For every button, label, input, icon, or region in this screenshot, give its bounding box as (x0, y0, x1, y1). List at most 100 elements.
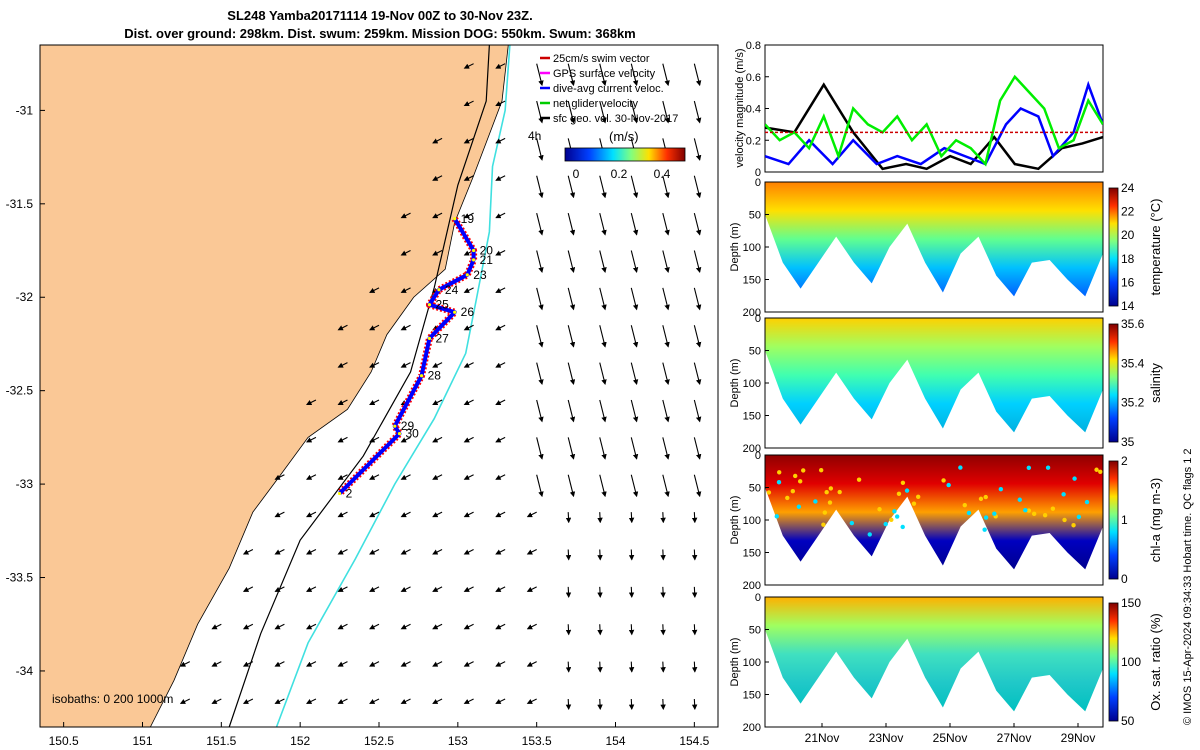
sfc-velocity-arrow (599, 325, 607, 348)
sfc-velocity-arrow (463, 586, 474, 592)
sfc-velocity-arrow (630, 100, 639, 124)
chl-sample-point (792, 473, 798, 479)
sfc-velocity-arrow (306, 661, 317, 667)
sfc-velocity-arrow (369, 287, 380, 293)
sfc-velocity-arrow (337, 436, 348, 443)
sfc-velocity-arrow (536, 213, 544, 236)
sfc-velocity-arrow (495, 324, 506, 331)
sfc-velocity-arrow (274, 511, 285, 518)
sfc-velocity-arrow (463, 137, 474, 144)
track-day-marker (337, 491, 342, 496)
chl-sample-point (904, 488, 910, 493)
legend-label: dive-avg current veloc. (553, 83, 664, 95)
sfc-velocity-arrow (337, 661, 348, 667)
sfc-velocity-arrow (693, 175, 702, 199)
track-day-label: 21 (480, 253, 494, 267)
chl-sample-point (813, 499, 818, 504)
sfc-velocity-arrow (306, 511, 317, 518)
sfc-velocity-arrow (662, 250, 670, 273)
legend-label: net glider velocity (553, 98, 638, 110)
map-colorbar (564, 147, 686, 162)
sfc-velocity-arrow (662, 399, 670, 423)
velocity-ylabel: velocity magnitude (m/s) (734, 48, 746, 167)
chl-sample-point (777, 470, 782, 475)
profile-x-tick-label: 25Nov (933, 731, 968, 745)
track-day-marker (397, 432, 402, 436)
map-x-tick-label: 152.5 (364, 734, 394, 748)
sfc-velocity-arrow (369, 511, 380, 518)
sfc-velocity-arrow (369, 586, 380, 592)
sfc-velocity-arrow (432, 586, 443, 592)
chl-sample-point (1094, 467, 1099, 472)
sfc-velocity-arrow (400, 287, 411, 293)
chl-sample-point (821, 522, 826, 527)
velocity-series (765, 74, 1103, 171)
sfc-velocity-arrow (369, 324, 380, 331)
chl-sample-point (837, 489, 842, 495)
profile-x-tick-label: 29Nov (1061, 731, 1096, 745)
chl-sample-point (892, 509, 897, 514)
chl-sample-point (883, 521, 888, 527)
sfc-velocity-arrow (495, 698, 506, 704)
lag-label: 4h (528, 129, 541, 143)
sfc-velocity-arrow (495, 399, 506, 405)
profile-colorbar-label: salinity (1148, 363, 1163, 403)
profile-y-tick-label: 50 (749, 625, 761, 637)
chl-sample-point (827, 500, 833, 505)
sfc-velocity-arrow (567, 250, 576, 273)
profile-y-tick-label: 100 (743, 242, 761, 254)
profile-y-tick-label: 200 (743, 443, 761, 455)
sfc-velocity-arrow (463, 399, 474, 405)
sfc-velocity-arrow (526, 549, 537, 555)
sfc-velocity-arrow (337, 549, 348, 555)
sfc-velocity-arrow (567, 213, 576, 236)
sfc-velocity-arrow (337, 511, 348, 518)
chl-sample-point (962, 502, 967, 508)
track-day-label: 24 (445, 283, 459, 297)
track-day-label: 28 (428, 369, 442, 383)
sfc-velocity-arrow (400, 324, 411, 331)
profile-colorbar-label: temperature (°C) (1148, 199, 1163, 296)
sfc-velocity-arrow (400, 250, 411, 256)
sfc-velocity-arrow (306, 586, 317, 592)
sfc-velocity-arrow (495, 175, 506, 181)
chl-sample-point (966, 510, 972, 516)
sfc-velocity-arrow (274, 698, 285, 704)
profile-y-tick-label: 0 (755, 592, 761, 604)
sfc-velocity-arrow (495, 436, 506, 443)
track-day-marker (453, 217, 457, 221)
profile-y-tick-label: 200 (743, 307, 761, 319)
sfc-velocity-arrow (463, 63, 474, 69)
sfc-velocity-arrow (400, 511, 411, 518)
sfc-velocity-arrow (432, 698, 443, 704)
sfc-velocity-arrow (662, 287, 670, 311)
sfc-velocity-arrow (400, 212, 411, 219)
sfc-velocity-arrow (463, 474, 474, 480)
sfc-velocity-arrow (630, 287, 639, 311)
track-day-label: 26 (461, 305, 475, 319)
profile-y-tick-label: 150 (743, 275, 761, 287)
chl-sample-point (828, 486, 834, 491)
sfc-velocity-arrow (630, 213, 639, 236)
profile-colorbar-tick: 18 (1121, 252, 1135, 266)
sfc-velocity-arrow (337, 586, 348, 592)
chl-sample-point (818, 467, 824, 473)
sfc-velocity-arrow (693, 474, 702, 498)
profile-colorbar-tick: 35.2 (1121, 396, 1145, 410)
profile-colorbar-tick: 24 (1121, 181, 1135, 195)
profile-colorbar-label: chl-a (mg m-3) (1148, 478, 1163, 563)
sfc-velocity-arrow (567, 325, 576, 348)
chl-sample-point (1026, 508, 1032, 513)
track-day-marker (465, 273, 469, 277)
sfc-velocity-arrow (463, 362, 474, 368)
sfc-velocity-arrow (495, 63, 506, 69)
map-x-tick-label: 153.5 (522, 734, 552, 748)
isobath-200m (228, 44, 490, 728)
legend-label: 25cm/s swim vector (553, 53, 650, 65)
sfc-velocity-arrow (179, 698, 191, 704)
chl-sample-point (1062, 517, 1067, 523)
profile-y-tick-label: 100 (743, 515, 761, 527)
sfc-velocity-arrow (630, 437, 639, 460)
sfc-velocity-arrow (567, 474, 576, 498)
